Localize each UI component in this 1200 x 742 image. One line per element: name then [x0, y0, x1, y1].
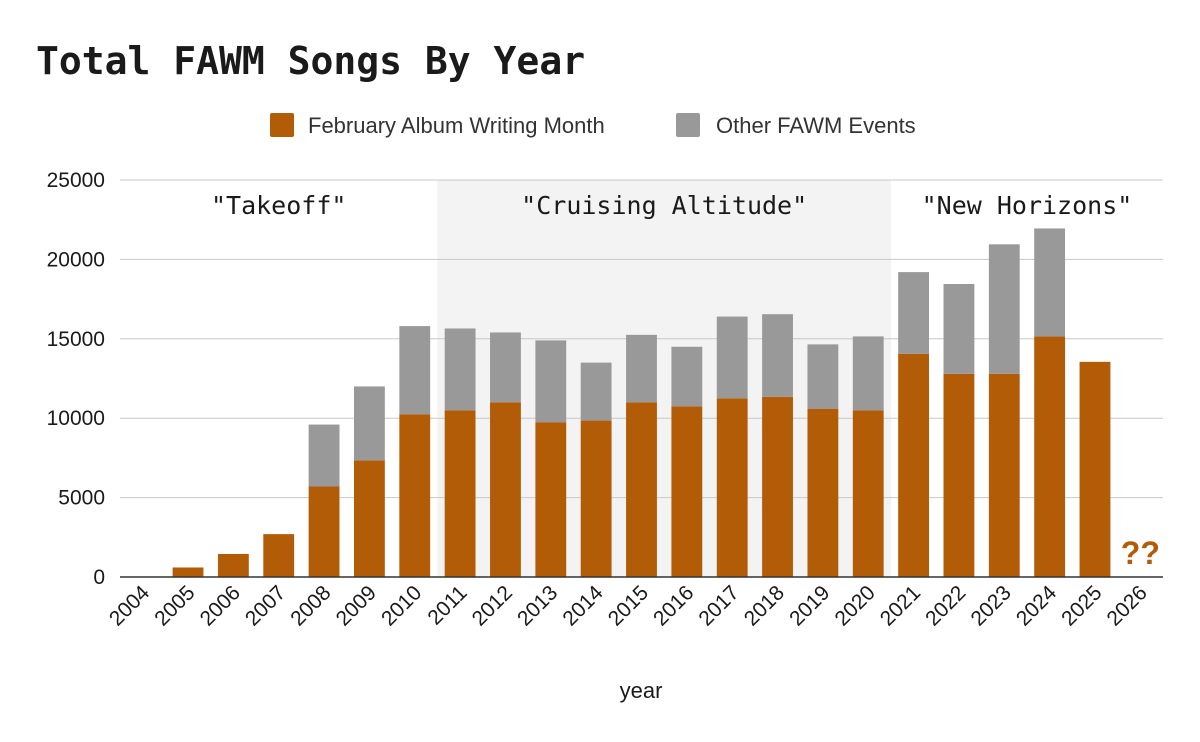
- bar-other-2016: [671, 346, 703, 407]
- bar-february-2007: [263, 534, 295, 577]
- bar-other-2019: [807, 344, 839, 409]
- bar-other-2024: [1034, 228, 1066, 337]
- bar-february-2006: [217, 553, 249, 577]
- x-tick-label-2016: 2016: [649, 581, 698, 630]
- x-axis-label: year: [620, 678, 663, 703]
- x-tick-label-2008: 2008: [286, 581, 335, 630]
- chart-title: Total FAWM Songs By Year: [36, 39, 585, 83]
- x-tick-label-2010: 2010: [377, 581, 426, 630]
- y-tick-label-25000: 25000: [47, 169, 105, 192]
- x-tick-label-2004: 2004: [105, 581, 155, 631]
- x-tick-label-2024: 2024: [1012, 581, 1062, 631]
- bar-other-2020: [852, 336, 884, 411]
- bar-february-2020: [852, 410, 884, 577]
- bar-february-2024: [1034, 336, 1066, 577]
- bar-other-2017: [716, 316, 748, 399]
- bar-february-2023: [988, 373, 1020, 577]
- x-tick-label-2026: 2026: [1103, 581, 1152, 630]
- legend-label-other: Other FAWM Events: [716, 113, 916, 138]
- x-tick-label-2005: 2005: [150, 581, 199, 630]
- legend-swatch-february: [270, 113, 294, 137]
- bar-other-2018: [762, 314, 793, 397]
- era-label-2: "New Horizons": [922, 191, 1133, 220]
- era-label-1: "Cruising Altitude": [521, 191, 807, 220]
- bars: [172, 228, 1111, 577]
- bar-february-2021: [898, 353, 930, 577]
- bar-other-2008: [308, 424, 340, 487]
- bar-february-2011: [444, 410, 476, 577]
- y-tick-label-10000: 10000: [47, 407, 105, 430]
- bar-february-2017: [716, 398, 748, 577]
- era-label-0: "Takeoff": [211, 191, 346, 220]
- bar-february-2005: [172, 567, 204, 577]
- x-tick-label-2020: 2020: [830, 581, 879, 630]
- x-axis-ticks: 2004200520062007200820092010201120122013…: [105, 581, 1152, 631]
- legend-swatch-other: [676, 113, 700, 137]
- x-tick-label-2014: 2014: [558, 581, 608, 631]
- bar-february-2018: [762, 396, 793, 577]
- x-tick-label-2023: 2023: [967, 581, 1016, 630]
- y-tick-label-15000: 15000: [47, 328, 105, 351]
- bar-other-2012: [490, 332, 521, 403]
- era-labels: "Takeoff" "Cruising Altitude" "New Horizon…: [211, 191, 1132, 220]
- x-tick-label-2012: 2012: [468, 581, 517, 630]
- legend-label-february: February Album Writing Month: [308, 113, 605, 138]
- bar-other-2013: [535, 340, 567, 423]
- bar-february-2013: [535, 422, 567, 577]
- bar-february-2022: [943, 373, 975, 577]
- x-tick-label-2017: 2017: [694, 581, 743, 630]
- x-tick-label-2019: 2019: [785, 581, 834, 630]
- bar-february-2025: [1079, 361, 1111, 577]
- bar-other-2023: [988, 244, 1020, 374]
- x-tick-label-2013: 2013: [513, 581, 562, 630]
- y-tick-label-20000: 20000: [47, 248, 105, 271]
- bar-february-2009: [353, 460, 385, 577]
- bar-other-2015: [626, 334, 657, 403]
- x-tick-label-2011: 2011: [423, 581, 471, 629]
- bar-other-2009: [353, 386, 385, 461]
- bar-february-2010: [399, 414, 431, 577]
- x-tick-label-2022: 2022: [921, 581, 970, 630]
- bar-other-2021: [898, 272, 930, 354]
- bar-february-2012: [490, 402, 521, 577]
- bar-other-2014: [580, 362, 612, 421]
- x-tick-label-2015: 2015: [604, 581, 653, 630]
- bar-february-2016: [671, 406, 703, 577]
- legend: February Album Writing Month Other FAWM …: [270, 113, 916, 138]
- x-tick-label-2007: 2007: [241, 581, 290, 630]
- bar-other-2022: [943, 284, 975, 374]
- x-tick-label-2018: 2018: [740, 581, 789, 630]
- bar-february-2019: [807, 408, 839, 577]
- y-axis-ticks: 0 5000 10000 15000 20000 25000: [47, 169, 105, 589]
- bar-other-2010: [399, 326, 431, 415]
- x-tick-label-2006: 2006: [196, 581, 245, 630]
- bar-february-2015: [626, 402, 657, 577]
- x-tick-label-2025: 2025: [1057, 581, 1106, 630]
- x-tick-label-2021: 2021: [876, 581, 925, 630]
- x-tick-label-2009: 2009: [332, 581, 381, 630]
- bar-february-2014: [580, 420, 612, 577]
- bar-other-2011: [444, 328, 476, 411]
- y-tick-label-0: 0: [93, 566, 105, 589]
- y-tick-label-5000: 5000: [58, 487, 105, 510]
- unknown-marker: ??: [1121, 535, 1160, 571]
- bar-february-2008: [308, 486, 340, 577]
